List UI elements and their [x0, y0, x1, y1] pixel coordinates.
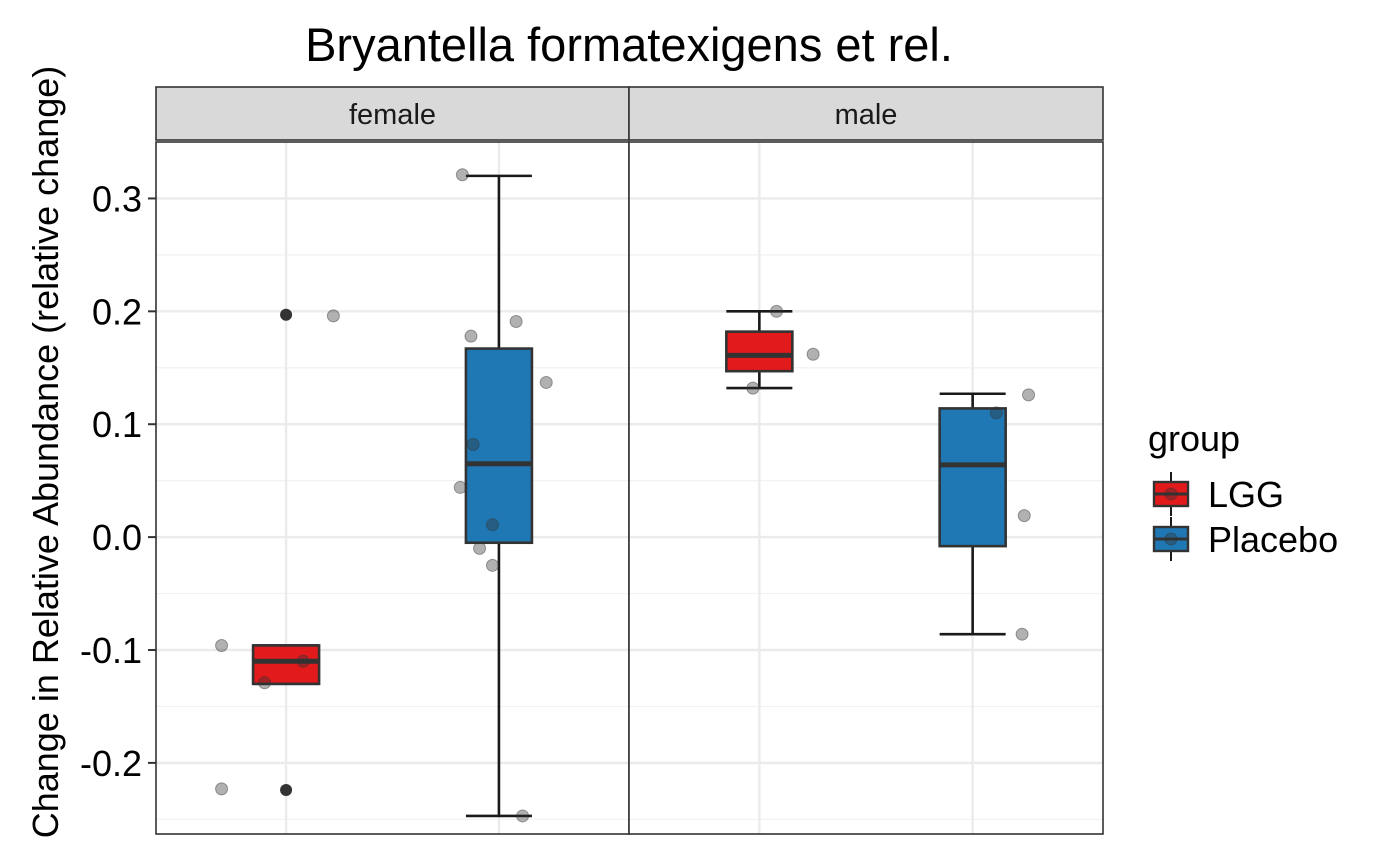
jitter-point [453, 480, 467, 494]
facet-strip [155, 86, 630, 141]
box-male-Placebo [938, 388, 1036, 641]
jitter-point [806, 347, 820, 361]
jitter-point [1022, 388, 1036, 402]
jitter-point [455, 168, 469, 182]
facet-panels: female male [155, 86, 1104, 835]
y-tick-label: 0.3 [92, 178, 142, 219]
y-tick-label: 0.0 [92, 517, 142, 558]
legend-title: group [1148, 418, 1240, 459]
jitter-point [1015, 627, 1029, 641]
box-female-Placebo [453, 168, 553, 823]
panel-border [628, 141, 1104, 835]
jitter-point [485, 558, 499, 572]
panel-background [629, 142, 1103, 834]
box-body [464, 347, 534, 545]
jitter-point [539, 375, 553, 389]
facet-strip [628, 86, 1104, 141]
legend-key-point [1164, 487, 1178, 501]
chart-title: Bryantella formatexigens et rel. [305, 18, 953, 71]
facet-male: male [628, 86, 1104, 835]
jitter-point [516, 809, 530, 823]
jitter-point [464, 329, 478, 343]
y-tick-label: 0.1 [92, 404, 142, 445]
box-female-LGG [215, 308, 340, 796]
jitter-point [989, 406, 1003, 420]
y-axis-title: Change in Relative Abundance (relative c… [25, 66, 66, 839]
jitter-point [746, 381, 760, 395]
y-tick-label: -0.2 [80, 743, 142, 784]
y-tick-label: -0.1 [80, 630, 142, 671]
jitter-point [485, 518, 499, 532]
jitter-point [326, 309, 340, 323]
legend-item-LGG: LGG [1152, 472, 1284, 516]
jitter-point [509, 314, 523, 328]
y-axis: -0.2 -0.1 0.0 0.1 0.2 0.3 [80, 178, 156, 784]
jitter-point [466, 438, 480, 452]
panel-background [156, 142, 629, 834]
jitter-point [770, 304, 784, 318]
y-tick-label: 0.2 [92, 291, 142, 332]
box-body [725, 330, 794, 373]
box-body [938, 407, 1007, 548]
legend-item-Placebo: Placebo [1152, 517, 1338, 561]
facet-female: female [155, 86, 630, 835]
facet-strip-label: male [835, 99, 898, 131]
box-male-LGG [725, 304, 820, 395]
jitter-point [296, 654, 310, 668]
facet-strip-label: female [349, 99, 436, 131]
jitter-point [258, 676, 272, 690]
jitter-point [215, 782, 229, 796]
jitter-point [1017, 509, 1031, 523]
jitter-point [215, 638, 229, 652]
box-body [251, 644, 321, 686]
jitter-point [473, 541, 487, 555]
legend-label: Placebo [1208, 519, 1338, 560]
legend-label: LGG [1208, 474, 1284, 515]
legend-key-point [1164, 532, 1178, 546]
outlier-point [280, 783, 293, 796]
outlier-point [280, 308, 293, 321]
